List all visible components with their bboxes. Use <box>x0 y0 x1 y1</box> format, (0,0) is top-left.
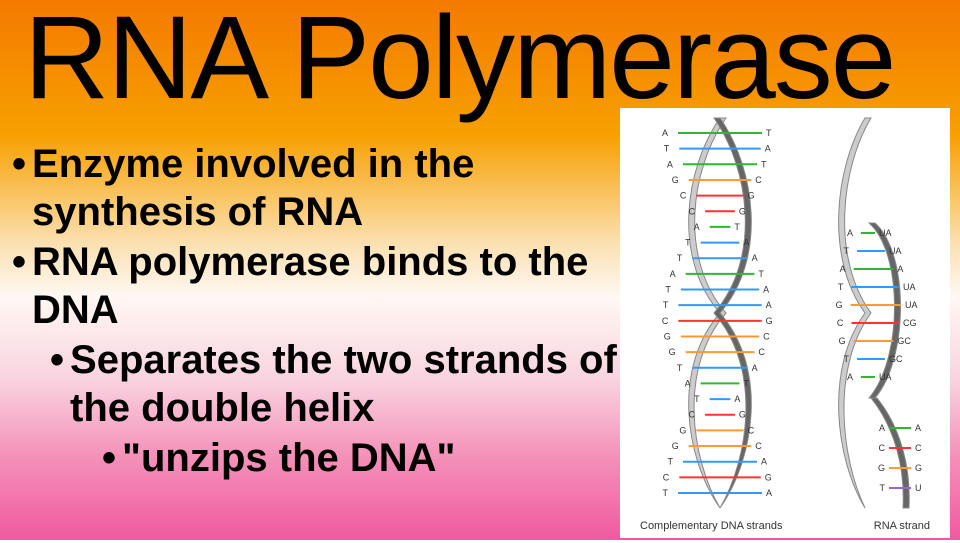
svg-text:T: T <box>664 144 670 154</box>
svg-text:A: A <box>667 159 673 169</box>
svg-text:C: C <box>755 175 762 185</box>
svg-text:G: G <box>915 463 922 473</box>
svg-text:T: T <box>677 253 683 263</box>
svg-text:T: T <box>758 269 764 279</box>
bullet-4-text: "unzips the DNA" <box>122 434 455 482</box>
svg-text:T: T <box>677 363 683 373</box>
svg-text:A: A <box>752 363 758 373</box>
bullet-3-text: Separates the two strands of the double … <box>70 336 622 432</box>
bullet-3: • Separates the two strands of the doubl… <box>50 336 622 432</box>
svg-text:A: A <box>765 144 771 154</box>
svg-text:UA: UA <box>879 228 892 238</box>
svg-text:A: A <box>685 378 691 388</box>
svg-text:U: U <box>915 483 922 493</box>
svg-text:C: C <box>763 331 770 341</box>
svg-text:G: G <box>839 336 846 346</box>
svg-text:G: G <box>836 300 843 310</box>
svg-text:T: T <box>663 300 669 310</box>
svg-text:A: A <box>763 285 769 295</box>
bullet-2-text: RNA polymerase binds to the DNA <box>32 238 622 334</box>
svg-text:C: C <box>915 443 922 453</box>
svg-text:A: A <box>897 264 903 274</box>
svg-text:C: C <box>680 191 687 201</box>
svg-text:A: A <box>743 238 749 248</box>
svg-text:GC: GC <box>889 354 903 364</box>
svg-text:T: T <box>761 159 767 169</box>
svg-text:C: C <box>879 443 886 453</box>
svg-text:G: G <box>679 425 686 435</box>
svg-text:T: T <box>880 483 886 493</box>
svg-text:T: T <box>685 238 691 248</box>
svg-text:T: T <box>663 488 669 498</box>
caption-rna: RNA strand <box>874 520 930 532</box>
svg-text:A: A <box>766 300 772 310</box>
svg-text:C: C <box>758 347 765 357</box>
svg-text:A: A <box>694 222 700 232</box>
svg-text:T: T <box>766 128 772 138</box>
svg-text:UA: UA <box>905 300 918 310</box>
bullet-dot: • <box>12 140 26 236</box>
svg-text:C: C <box>689 206 696 216</box>
svg-text:A: A <box>670 269 676 279</box>
svg-text:A: A <box>662 128 668 138</box>
svg-text:T: T <box>844 246 850 256</box>
caption-dna: Complementary DNA strands <box>640 520 782 532</box>
bullet-1-text: Enzyme involved in the synthesis of RNA <box>32 140 622 236</box>
svg-text:G: G <box>739 206 746 216</box>
bullet-dot: • <box>50 336 64 432</box>
svg-text:A: A <box>847 228 853 238</box>
svg-text:T: T <box>665 285 671 295</box>
svg-text:UA: UA <box>879 372 892 382</box>
svg-text:G: G <box>878 463 885 473</box>
svg-text:T: T <box>743 378 749 388</box>
svg-text:UA: UA <box>889 246 902 256</box>
svg-text:A: A <box>879 423 885 433</box>
svg-text:C: C <box>689 410 696 420</box>
svg-text:C: C <box>755 441 762 451</box>
svg-text:A: A <box>752 253 758 263</box>
dna-rna-figure: ATTAATGCCGCGATTATAATTATACGGCGCTAATTACGGC… <box>620 108 950 538</box>
bullet-dot: • <box>12 238 26 334</box>
svg-text:A: A <box>734 394 740 404</box>
svg-text:G: G <box>672 441 679 451</box>
svg-text:CG: CG <box>903 318 917 328</box>
bullet-4: • "unzips the DNA" <box>102 434 622 482</box>
svg-text:A: A <box>915 423 921 433</box>
svg-text:A: A <box>840 264 846 274</box>
svg-text:G: G <box>748 191 755 201</box>
svg-text:G: G <box>766 316 773 326</box>
svg-text:T: T <box>838 282 844 292</box>
svg-text:T: T <box>694 394 700 404</box>
svg-text:GC: GC <box>897 336 911 346</box>
svg-text:T: T <box>734 222 740 232</box>
svg-text:C: C <box>663 472 670 482</box>
svg-text:A: A <box>847 372 853 382</box>
svg-text:UA: UA <box>903 282 916 292</box>
svg-text:G: G <box>672 175 679 185</box>
bullet-1: • Enzyme involved in the synthesis of RN… <box>12 140 622 236</box>
svg-text:G: G <box>664 331 671 341</box>
svg-text:C: C <box>662 316 669 326</box>
bullet-2: • RNA polymerase binds to the DNA <box>12 238 622 334</box>
svg-text:C: C <box>748 425 755 435</box>
dna-diagram-svg: ATTAATGCCGCGATTATAATTATACGGCGCTAATTACGGC… <box>620 108 950 538</box>
svg-text:C: C <box>837 318 844 328</box>
svg-text:G: G <box>765 472 772 482</box>
svg-text:G: G <box>739 410 746 420</box>
svg-text:T: T <box>667 457 673 467</box>
svg-text:A: A <box>766 488 772 498</box>
svg-text:T: T <box>844 354 850 364</box>
bullet-content: • Enzyme involved in the synthesis of RN… <box>12 140 622 482</box>
svg-text:G: G <box>669 347 676 357</box>
bullet-dot: • <box>102 434 116 482</box>
svg-text:A: A <box>761 457 767 467</box>
